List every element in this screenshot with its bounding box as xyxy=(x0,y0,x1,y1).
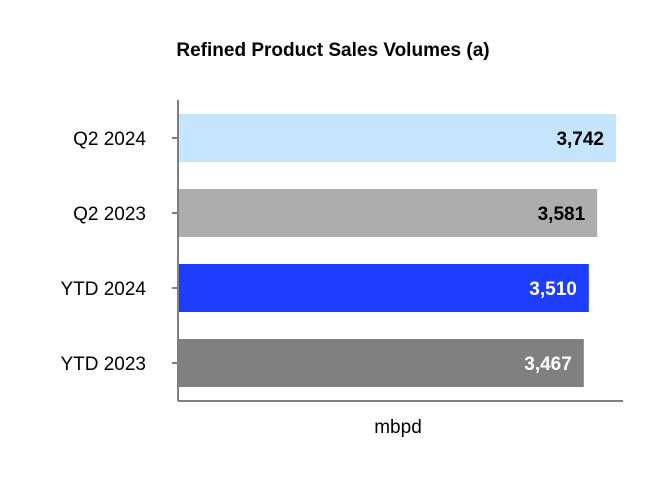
category-label: Q2 2024 xyxy=(73,129,146,150)
value-label: 3,742 xyxy=(556,129,604,150)
category-label: Q2 2023 xyxy=(73,204,146,225)
bar-q2-2023 xyxy=(178,189,598,237)
category-label: YTD 2023 xyxy=(60,354,146,375)
value-label: 3,467 xyxy=(524,354,572,375)
value-label: 3,581 xyxy=(538,204,586,225)
value-label: 3,510 xyxy=(529,279,577,300)
chart-title: Refined Product Sales Volumes (a) xyxy=(176,40,490,61)
bar-q2-2024 xyxy=(178,114,616,162)
bar-ytd-2023 xyxy=(178,339,584,387)
category-label: YTD 2024 xyxy=(60,279,146,300)
bar-ytd-2024 xyxy=(178,264,589,312)
x-axis-label: mbpd xyxy=(374,417,422,438)
